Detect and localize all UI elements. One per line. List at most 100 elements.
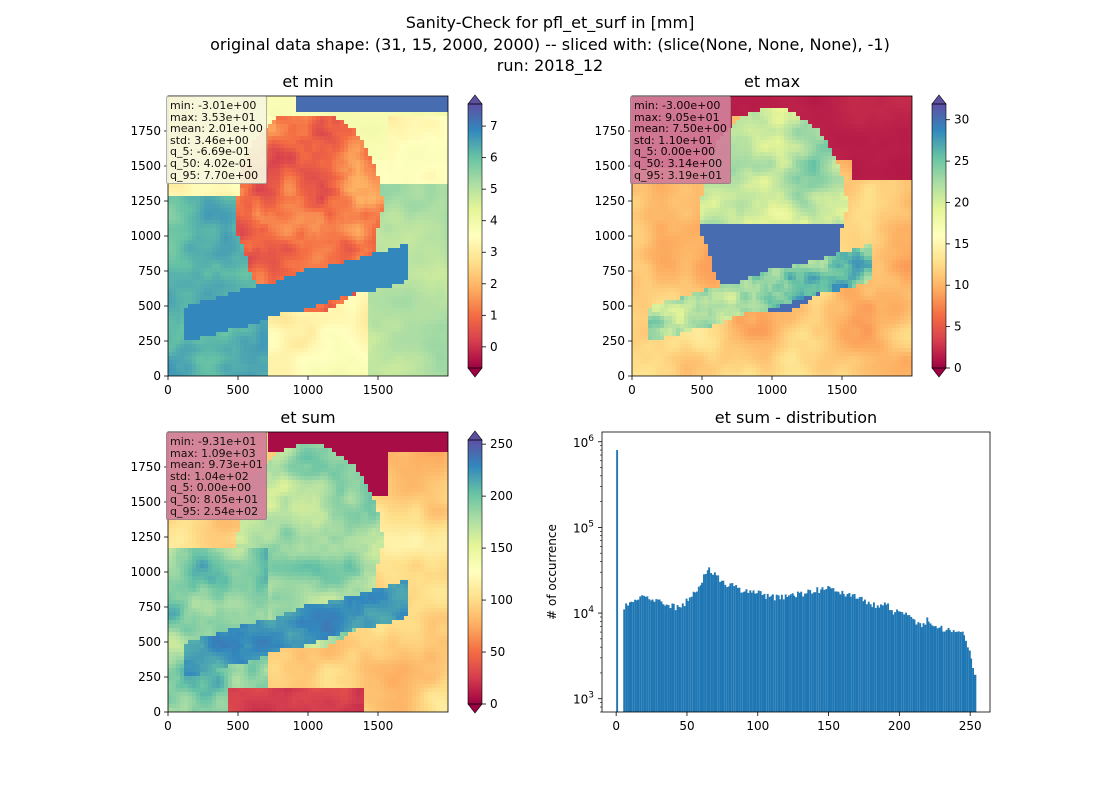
colorbar-tick-label: 5 <box>954 320 962 334</box>
colorbar-tick-label: 7 <box>490 119 498 133</box>
histogram-bar <box>623 609 626 712</box>
histogram-bar <box>913 619 916 712</box>
y-axis-label: # of occurrence <box>545 524 559 620</box>
histogram-bar <box>715 575 718 712</box>
histogram-bar <box>798 592 801 712</box>
histogram-bar <box>959 631 962 712</box>
x-tick-label: 0 <box>628 383 636 397</box>
histogram-bar <box>745 589 748 712</box>
histogram-bar <box>885 604 888 712</box>
x-tick-label: 1500 <box>363 719 394 733</box>
histogram-bar <box>704 573 707 712</box>
histogram-bar <box>616 450 619 712</box>
x-tick-label: 50 <box>679 719 694 733</box>
y-tick-label: 1250 <box>594 194 625 208</box>
histogram-bar <box>740 592 743 712</box>
histogram-bar <box>874 607 877 712</box>
histogram-bar <box>627 605 629 712</box>
histogram-bar <box>804 593 806 712</box>
histogram-bar <box>887 603 890 712</box>
y-tick-label: 1000 <box>130 565 161 579</box>
histogram-bar <box>630 601 633 712</box>
colorbar-tick-label: 3 <box>490 245 498 259</box>
histogram-bar <box>878 607 881 712</box>
histogram-bar <box>890 610 893 712</box>
histogram-bar <box>849 596 852 712</box>
histogram-bar <box>766 593 769 712</box>
stat-line: max: 1.09e+03 <box>170 446 256 460</box>
histogram-bar <box>807 589 810 712</box>
histogram-bar <box>648 599 651 712</box>
y-tick-label: 0 <box>153 705 161 719</box>
y-tick-label: 1250 <box>130 194 161 208</box>
histogram-bar <box>672 603 675 712</box>
histogram-bar <box>818 592 821 712</box>
stat-line: std: 3.46e+00 <box>170 133 249 147</box>
histogram-bar <box>919 623 922 712</box>
histogram-bar <box>957 631 960 712</box>
histogram-bar <box>636 600 638 712</box>
histogram-bar <box>828 586 831 712</box>
histogram-bar <box>970 658 973 712</box>
histogram-bar <box>641 595 644 712</box>
colorbar-gradient <box>468 104 482 368</box>
histogram-bar <box>823 589 826 712</box>
histogram-bar <box>901 612 904 712</box>
histogram-bar <box>926 617 929 712</box>
stat-line: std: 1.10e+01 <box>634 133 713 147</box>
x-tick-label: 1000 <box>293 383 324 397</box>
histogram-bar <box>660 601 663 712</box>
x-tick-label: 1500 <box>363 383 394 397</box>
y-tick-label: 1250 <box>130 530 161 544</box>
stat-line: q_5: 0.00e+00 <box>634 145 716 159</box>
histogram-bar <box>898 611 900 712</box>
histogram-bar <box>679 607 682 712</box>
histogram-bar <box>789 594 792 712</box>
histogram-bar <box>948 630 951 712</box>
colorbar: 0 50 100 150 200 250 <box>467 430 513 714</box>
histogram-bar <box>731 583 734 712</box>
suptitle-line-2: original data shape: (31, 15, 2000, 2000… <box>210 35 890 54</box>
histogram-bars <box>616 450 977 712</box>
y-tick-label: 0 <box>617 369 625 383</box>
histogram-bar <box>726 587 729 712</box>
x-tick-label: 500 <box>227 719 250 733</box>
stat-line: mean: 7.50e+00 <box>634 122 727 136</box>
colorbar-tick-label: 0 <box>490 340 498 354</box>
stats-box-et-min: min: -3.01e+00 max: 3.53e+01 mean: 2.01e… <box>166 96 267 185</box>
histogram-bar <box>954 632 957 712</box>
histogram-bar <box>657 599 660 712</box>
histogram-bar <box>934 625 937 712</box>
histogram-bar <box>688 597 691 712</box>
histogram-bar <box>722 580 725 712</box>
histogram-bar <box>947 627 950 712</box>
histogram-bar <box>809 590 812 712</box>
y-tick-label: 1500 <box>594 159 625 173</box>
histogram-bar <box>867 601 870 712</box>
histogram-bar <box>703 574 705 712</box>
panel-title-et-max: et max <box>743 72 801 91</box>
histogram-bar <box>795 597 797 712</box>
histogram-bar <box>839 594 842 712</box>
histogram-bar <box>733 586 736 712</box>
histogram-bar <box>972 668 974 712</box>
histogram-bar <box>646 596 649 712</box>
histogram-bar <box>639 596 642 712</box>
histogram-bar <box>842 593 845 712</box>
histogram-bar <box>644 596 647 712</box>
colorbar-extend-max <box>467 94 483 105</box>
stat-line: mean: 9.73e+01 <box>170 458 263 472</box>
histogram-bar <box>777 595 780 712</box>
histogram-bar <box>779 599 781 712</box>
histogram-bar <box>832 588 835 712</box>
histogram-bar <box>674 610 677 712</box>
histogram-bar <box>899 611 902 712</box>
histogram-bar <box>846 593 849 712</box>
histogram-bar <box>743 591 746 712</box>
stat-line: q_95: 3.19e+01 <box>634 168 723 182</box>
colorbar-tick-label: 4 <box>490 214 498 228</box>
y-tick-label: 1500 <box>130 495 161 509</box>
colorbar-tick-label: 100 <box>490 593 513 607</box>
y-tick-label: 105 <box>573 519 594 535</box>
